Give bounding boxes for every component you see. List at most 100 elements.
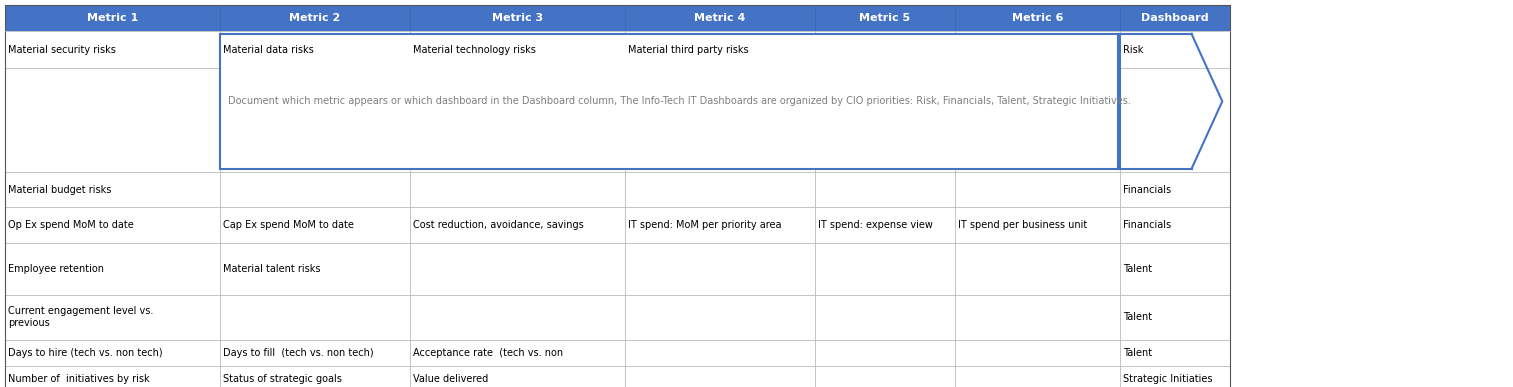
- Bar: [219, 34, 1120, 169]
- Text: Talent: Talent: [1123, 264, 1151, 274]
- Bar: [219, 295, 410, 340]
- Bar: [816, 295, 955, 340]
- Bar: [410, 340, 625, 366]
- Text: Metric 2: Metric 2: [289, 13, 340, 23]
- Text: Document which metric appears or which dashboard in the Dashboard column, The In: Document which metric appears or which d…: [228, 96, 1130, 106]
- Text: Status of strategic goals: Status of strategic goals: [222, 374, 342, 384]
- Bar: [410, 68, 625, 172]
- Bar: [410, 5, 625, 31]
- Text: Dashboard: Dashboard: [1141, 13, 1209, 23]
- Bar: [955, 207, 1120, 243]
- Text: Cap Ex spend MoM to date: Cap Ex spend MoM to date: [222, 220, 354, 230]
- Bar: [5, 68, 219, 172]
- Bar: [955, 295, 1120, 340]
- Text: Metric 1: Metric 1: [86, 13, 138, 23]
- Text: Risk: Risk: [1123, 45, 1144, 55]
- Text: Cost reduction, avoidance, savings: Cost reduction, avoidance, savings: [413, 220, 584, 230]
- Text: Talent: Talent: [1123, 312, 1151, 322]
- Bar: [625, 172, 816, 207]
- Bar: [219, 172, 410, 207]
- Bar: [625, 68, 816, 172]
- Bar: [955, 5, 1120, 31]
- Text: Talent: Talent: [1123, 348, 1151, 358]
- Bar: [410, 172, 625, 207]
- Bar: [5, 5, 219, 31]
- Bar: [955, 366, 1120, 387]
- Text: Number of  initiatives by risk: Number of initiatives by risk: [8, 374, 150, 384]
- Bar: [625, 243, 816, 295]
- Bar: [816, 207, 955, 243]
- Bar: [1120, 207, 1230, 243]
- Text: Metric 6: Metric 6: [1012, 13, 1064, 23]
- Bar: [625, 5, 816, 31]
- Bar: [410, 366, 625, 387]
- Bar: [1120, 172, 1230, 207]
- Bar: [219, 243, 410, 295]
- Text: IT spend per business unit: IT spend per business unit: [958, 220, 1088, 230]
- Text: Financials: Financials: [1123, 220, 1171, 230]
- Text: Acceptance rate  (tech vs. non: Acceptance rate (tech vs. non: [413, 348, 563, 358]
- Bar: [5, 243, 219, 295]
- Text: IT spend: expense view: IT spend: expense view: [819, 220, 934, 230]
- Bar: [816, 68, 955, 172]
- Bar: [816, 5, 955, 31]
- Bar: [5, 172, 219, 207]
- Text: Value delivered: Value delivered: [413, 374, 489, 384]
- Bar: [1120, 68, 1230, 172]
- Bar: [410, 207, 625, 243]
- Text: Material technology risks: Material technology risks: [413, 45, 536, 55]
- Text: Material talent risks: Material talent risks: [222, 264, 321, 274]
- Bar: [955, 243, 1120, 295]
- Bar: [5, 295, 219, 340]
- Bar: [816, 243, 955, 295]
- Bar: [410, 295, 625, 340]
- Text: Strategic Initiaties: Strategic Initiaties: [1123, 374, 1212, 384]
- Bar: [219, 366, 410, 387]
- Text: IT spend: MoM per priority area: IT spend: MoM per priority area: [628, 220, 782, 230]
- Text: Op Ex spend MoM to date: Op Ex spend MoM to date: [8, 220, 133, 230]
- Bar: [219, 340, 410, 366]
- Bar: [1120, 366, 1230, 387]
- Bar: [1120, 340, 1230, 366]
- Bar: [625, 295, 816, 340]
- Bar: [1120, 243, 1230, 295]
- Bar: [219, 5, 410, 31]
- Text: Material budget risks: Material budget risks: [8, 185, 112, 195]
- Text: Current engagement level vs.
previous: Current engagement level vs. previous: [8, 307, 153, 328]
- Bar: [219, 207, 410, 243]
- Bar: [5, 31, 219, 68]
- Bar: [625, 366, 816, 387]
- Bar: [5, 340, 219, 366]
- Bar: [1120, 295, 1230, 340]
- Bar: [816, 340, 955, 366]
- Bar: [955, 172, 1120, 207]
- Bar: [955, 68, 1120, 172]
- Bar: [5, 366, 219, 387]
- Text: Days to hire (tech vs. non tech): Days to hire (tech vs. non tech): [8, 348, 162, 358]
- Bar: [410, 31, 625, 68]
- Bar: [816, 31, 955, 68]
- Bar: [219, 31, 410, 68]
- Bar: [1120, 31, 1230, 68]
- Bar: [955, 340, 1120, 366]
- Bar: [816, 172, 955, 207]
- Bar: [410, 243, 625, 295]
- Text: Material security risks: Material security risks: [8, 45, 117, 55]
- Bar: [5, 5, 1230, 387]
- Bar: [816, 366, 955, 387]
- Text: Metric 5: Metric 5: [859, 13, 911, 23]
- Text: Days to fill  (tech vs. non tech): Days to fill (tech vs. non tech): [222, 348, 374, 358]
- Bar: [219, 68, 410, 172]
- Bar: [1120, 5, 1230, 31]
- Text: Material third party risks: Material third party risks: [628, 45, 749, 55]
- Bar: [625, 207, 816, 243]
- Bar: [625, 31, 816, 68]
- Text: Material data risks: Material data risks: [222, 45, 313, 55]
- Text: Metric 4: Metric 4: [694, 13, 746, 23]
- Bar: [955, 31, 1120, 68]
- Text: Employee retention: Employee retention: [8, 264, 104, 274]
- Text: Metric 3: Metric 3: [492, 13, 543, 23]
- Text: Financials: Financials: [1123, 185, 1171, 195]
- Bar: [5, 207, 219, 243]
- Bar: [625, 340, 816, 366]
